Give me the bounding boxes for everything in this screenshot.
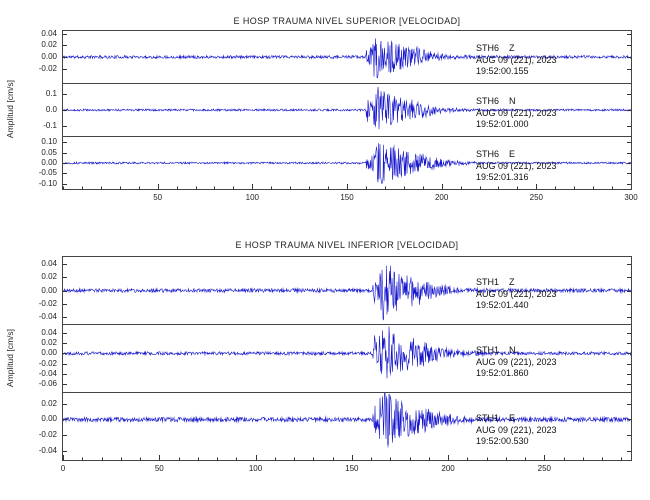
date-label: AUG 09 (221), 2023 bbox=[476, 424, 557, 435]
trace-sth1-e: STH1 E AUG 09 (221), 2023 19:52:00.530 bbox=[62, 392, 632, 461]
x-tick-label: 100 bbox=[245, 193, 259, 202]
trace-info-label: STH6 E AUG 09 (221), 2023 19:52:01.316 bbox=[476, 149, 557, 184]
panel-title-inferior: E HOSP TRAUMA NIVEL INFERIOR [VELOCIDAD] bbox=[235, 240, 459, 250]
panel-title-superior: E HOSP TRAUMA NIVEL SUPERIOR [VELOCIDAD] bbox=[233, 16, 461, 26]
trace-stack-superior: STH6 Z AUG 09 (221), 2023 19:52:00.155 STH6… bbox=[62, 30, 632, 190]
y-tick-label: 0.00 bbox=[41, 52, 57, 61]
y-tick-label: -0.02 bbox=[38, 63, 57, 73]
trace-waveform-canvas bbox=[63, 31, 631, 83]
y-tick-label: 0.04 bbox=[41, 28, 57, 38]
time-label: 19:52:01.860 bbox=[476, 368, 529, 378]
station-component-label: STH6 N bbox=[476, 96, 516, 106]
y-tick-label: -0.1 bbox=[43, 121, 57, 131]
y-tick-label: -0.02 bbox=[38, 430, 57, 440]
date-label: AUG 09 (221), 2023 bbox=[476, 54, 557, 65]
x-tick-label: 300 bbox=[624, 193, 638, 202]
y-tick-label: -0.04 bbox=[38, 445, 57, 455]
station-component-label: STH6 E bbox=[476, 149, 516, 159]
trace-waveform-canvas bbox=[63, 257, 631, 324]
x-tick-label: 250 bbox=[537, 464, 552, 473]
x-tick-label: 200 bbox=[441, 464, 455, 473]
trace-waveform-canvas bbox=[63, 325, 631, 392]
y-tick-label: 0.0 bbox=[45, 105, 57, 114]
panel-nivel-superior: E HOSP TRAUMA NIVEL SUPERIOR [VELOCIDAD]… bbox=[0, 16, 650, 224]
y-tick-label: -0.06 bbox=[38, 379, 57, 389]
trace-info-label: STH6 Z AUG 09 (221), 2023 19:52:00.155 bbox=[476, 43, 557, 78]
date-label: AUG 09 (221), 2023 bbox=[476, 356, 557, 367]
station-component-label: STH1 Z bbox=[476, 277, 515, 287]
y-tick-label: 0.00 bbox=[41, 414, 57, 424]
x-tick-label: 200 bbox=[434, 193, 449, 202]
x-tick-label: 50 bbox=[154, 464, 164, 473]
y-tick-label: 0.02 bbox=[41, 398, 57, 408]
y-tick-label: 0.00 bbox=[41, 348, 57, 358]
y-tick-label: -0.04 bbox=[38, 368, 57, 378]
trace-stack-inferior: STH1 Z AUG 09 (221), 2023 19:52:01.440 STH1… bbox=[62, 256, 632, 461]
x-tick-label: 150 bbox=[345, 464, 359, 473]
trace-info-label: STH1 E AUG 09 (221), 2023 19:52:00.530 bbox=[476, 413, 557, 448]
y-tick-label: -0.04 bbox=[38, 312, 57, 322]
trace-info-label: STH1 Z AUG 09 (221), 2023 19:52:01.440 bbox=[476, 277, 557, 312]
y-tick-label: -0.02 bbox=[38, 298, 57, 308]
trace-info-label: STH1 N AUG 09 (221), 2023 19:52:01.860 bbox=[476, 345, 557, 380]
x-tick-label: 0 bbox=[60, 464, 66, 473]
y-tick-label: -0.10 bbox=[38, 178, 57, 188]
time-label: 19:52:01.440 bbox=[476, 300, 529, 310]
y-tick-label: 0.02 bbox=[41, 272, 57, 282]
station-component-label: STH1 E bbox=[476, 413, 516, 423]
panel-nivel-inferior: E HOSP TRAUMA NIVEL INFERIOR [VELOCIDAD]… bbox=[0, 240, 650, 492]
trace-waveform-canvas bbox=[63, 84, 631, 136]
trace-sth1-n: STH1 N AUG 09 (221), 2023 19:52:01.860 bbox=[62, 324, 632, 393]
trace-waveform-canvas bbox=[63, 137, 631, 189]
time-label: 19:52:01.316 bbox=[476, 172, 529, 182]
date-label: AUG 09 (221), 2023 bbox=[476, 107, 557, 118]
x-tick-label: 250 bbox=[529, 193, 543, 202]
y-tick-label: 0.02 bbox=[41, 338, 57, 348]
trace-waveform-canvas bbox=[63, 393, 631, 460]
y-tick-label: 0.04 bbox=[41, 327, 57, 337]
x-tick-label: 50 bbox=[153, 193, 163, 202]
time-label: 19:52:01.000 bbox=[476, 119, 529, 129]
y-tick-label: 0.00 bbox=[41, 285, 57, 295]
trace-sth6-z: STH6 Z AUG 09 (221), 2023 19:52:00.155 bbox=[62, 30, 632, 84]
y-tick-label: 0.10 bbox=[41, 137, 57, 147]
x-tick-label: 100 bbox=[248, 464, 263, 473]
trace-sth6-e: STH6 E AUG 09 (221), 2023 19:52:01.316 bbox=[62, 136, 632, 190]
date-label: AUG 09 (221), 2023 bbox=[476, 288, 557, 299]
y-tick-label: 0.00 bbox=[41, 158, 57, 167]
trace-sth6-n: STH6 N AUG 09 (221), 2023 19:52:01.000 bbox=[62, 83, 632, 137]
time-label: 19:52:00.155 bbox=[476, 66, 529, 76]
y-tick-label: 0.04 bbox=[41, 258, 57, 268]
y-tick-label: 0.02 bbox=[41, 40, 57, 50]
trace-sth1-z: STH1 Z AUG 09 (221), 2023 19:52:01.440 bbox=[62, 256, 632, 325]
station-component-label: STH1 N bbox=[476, 345, 516, 355]
date-label: AUG 09 (221), 2023 bbox=[476, 160, 557, 171]
y-tick-label: 0.05 bbox=[41, 147, 57, 157]
station-component-label: STH6 Z bbox=[476, 43, 515, 53]
trace-info-label: STH6 N AUG 09 (221), 2023 19:52:01.000 bbox=[476, 96, 557, 131]
x-tick-label: 150 bbox=[340, 193, 354, 202]
time-label: 19:52:00.530 bbox=[476, 436, 529, 446]
y-tick-label: -0.02 bbox=[38, 358, 57, 368]
y-tick-label: 0.1 bbox=[45, 88, 57, 98]
y-tick-label: -0.05 bbox=[38, 168, 57, 178]
